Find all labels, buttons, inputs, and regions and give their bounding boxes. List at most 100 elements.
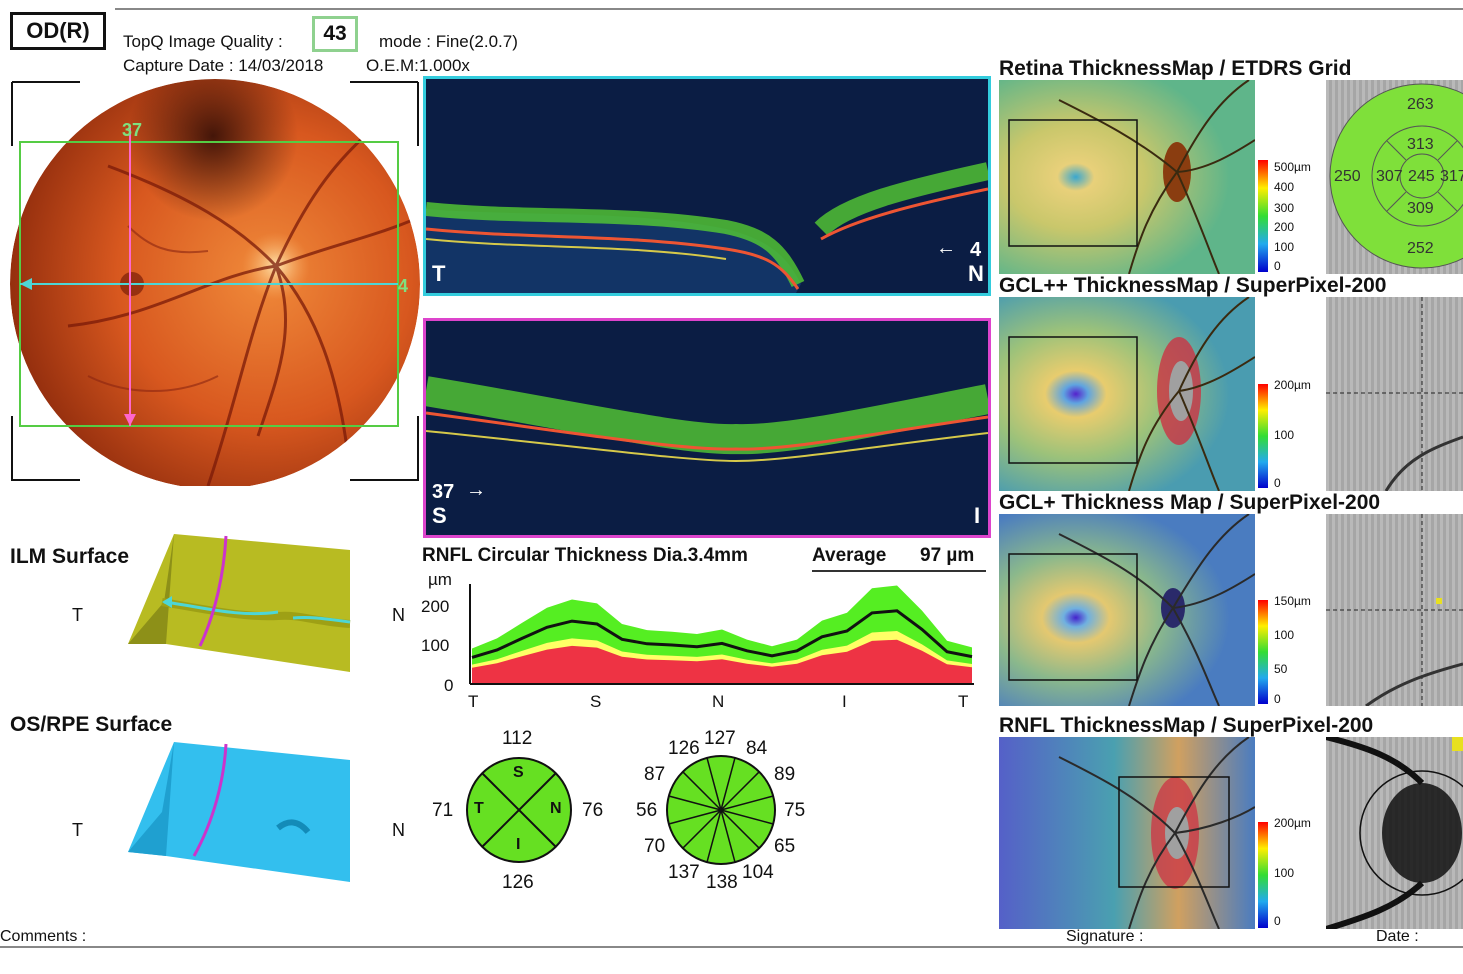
oct-v-arrow: →: [466, 479, 486, 501]
clock-spoke-1: [720, 771, 760, 811]
clock-9: 56: [636, 800, 658, 821]
clock-spoke-3: [720, 809, 774, 825]
horizontal-scan-number: 4: [398, 276, 409, 296]
gclpp-thickness-map[interactable]: [999, 297, 1255, 491]
clock-spoke-7: [682, 809, 722, 849]
rnfl-superpixel: [1326, 737, 1463, 929]
clock-spoke-4: [720, 809, 760, 849]
oct-v-left-num: 37: [432, 481, 455, 503]
clock-5: 104: [742, 862, 774, 883]
eye-badge: OD(R): [10, 12, 106, 50]
rnfl-unit: µm: [428, 570, 452, 589]
clock-3: 75: [784, 800, 806, 821]
rnfl-scale-100: 100: [1274, 866, 1295, 880]
os-rpe-surface-title: OS/RPE Surface: [10, 713, 173, 736]
clock-4: 65: [774, 836, 796, 857]
etdrs-outer-temporal: 250: [1334, 168, 1361, 185]
capture-date: Capture Date : 14/03/2018: [123, 56, 324, 75]
rnfl-scale-0: 0: [1274, 914, 1281, 928]
gclp-scale-100: 100: [1274, 628, 1295, 642]
signature-label: Signature :: [1066, 928, 1144, 945]
clock-spoke-8: [668, 809, 722, 825]
etdrs-inner-nasal: 317: [1440, 168, 1463, 185]
os-rpe-surface-3d[interactable]: [128, 740, 354, 882]
clock-10: 87: [644, 764, 666, 785]
etdrs-outer-superior: 263: [1407, 96, 1434, 113]
clock-spoke-10: [682, 771, 722, 811]
top-rule: [115, 8, 1463, 10]
ilm-left-label: T: [72, 605, 83, 625]
ilm-surface-3d[interactable]: [128, 532, 354, 672]
gclpp-scale-100: 100: [1274, 428, 1295, 442]
rnfl-thickness-map[interactable]: [999, 737, 1255, 929]
gclpp-scale-0: 0: [1274, 476, 1281, 490]
quadrant-i: I: [516, 836, 521, 853]
clock-1: 84: [746, 738, 768, 759]
retina-thickness-map[interactable]: [999, 80, 1255, 274]
clock-spoke-11: [706, 757, 722, 811]
retina-scale-200: 200: [1274, 220, 1295, 234]
retina-map-title: Retina ThicknessMap / ETDRS Grid: [999, 57, 1352, 80]
bottom-rule: [0, 946, 1463, 948]
clock-spoke-2: [720, 795, 774, 811]
gclp-scale-50: 50: [1274, 662, 1288, 676]
oct-h-arrow: ←: [936, 237, 956, 259]
rnfl-scale-bar: [1258, 822, 1268, 928]
quadrant-chart: S T N I: [460, 756, 578, 864]
gclp-scale-150: 150µm: [1274, 594, 1311, 608]
x-tick-i: I: [842, 692, 847, 711]
rnfl-scale-200: 200µm: [1274, 816, 1311, 830]
retina-scale-300: 300: [1274, 201, 1295, 215]
x-tick-s: S: [590, 692, 602, 711]
band-red-abnormal: [472, 639, 972, 683]
oct-v-left-label: S: [432, 503, 447, 528]
quadrant-s: S: [513, 764, 524, 781]
x-tick-n: N: [712, 692, 725, 711]
clock-7: 137: [668, 862, 700, 883]
gclpp-scale-200: 200µm: [1274, 378, 1311, 392]
mode-label: mode : Fine(2.0.7): [379, 32, 518, 51]
comments-label: Comments :: [0, 928, 87, 945]
rnfl-map-title: RNFL ThicknessMap / SuperPixel-200: [999, 714, 1374, 737]
clock-2: 89: [774, 764, 796, 785]
gclp-thickness-map[interactable]: [999, 514, 1255, 706]
clock-12: 127: [704, 728, 736, 749]
date-label: Date :: [1376, 928, 1419, 945]
x-tick-t2: T: [958, 692, 969, 711]
clock-hour-chart: [664, 754, 778, 866]
oct-vertical-scan[interactable]: 37 → S I: [423, 318, 991, 538]
ilm-surface-title: ILM Surface: [10, 545, 130, 568]
clock-8: 70: [644, 836, 666, 857]
clock-spoke-5: [720, 809, 736, 863]
quadrant-n: N: [550, 800, 562, 817]
quality-value: 43: [312, 16, 358, 52]
quadrant-left-value: 71: [432, 800, 454, 821]
oct-h-left-label: T: [432, 261, 446, 286]
retina-scale-400: 400: [1274, 180, 1295, 194]
etdrs-center: 245: [1408, 168, 1435, 185]
fundus-image[interactable]: 37 4: [8, 76, 422, 489]
rnfl-average-value: 97 µm: [920, 545, 975, 566]
gclp-map-title: GCL+ Thickness Map / SuperPixel-200: [999, 491, 1381, 514]
ilm-right-label: N: [392, 605, 405, 625]
gclp-scale-0: 0: [1274, 692, 1281, 706]
rnfl-graph-title: RNFL Circular Thickness Dia.3.4mm: [422, 545, 748, 566]
clock-spoke-6: [706, 809, 722, 863]
gclp-scale-bar: [1258, 600, 1268, 704]
quadrant-top-value: 112: [502, 728, 533, 749]
thickness-line: [471, 609, 973, 659]
gclp-superpixel: [1326, 514, 1463, 706]
gclpp-superpixel: [1326, 297, 1463, 491]
quality-label: TopQ Image Quality :: [123, 32, 283, 51]
os-rpe-left-label: T: [72, 820, 83, 840]
retina-scale-100: 100: [1274, 240, 1295, 254]
etdrs-inner-temporal: 307: [1376, 168, 1403, 185]
gclpp-scale-bar: [1258, 384, 1268, 488]
quadrant-right-value: 76: [582, 800, 604, 821]
etdrs-grid: 263 313 250 307 245 317 309 252: [1326, 80, 1463, 274]
clock-11: 126: [668, 738, 700, 759]
clock-spoke-9: [668, 795, 722, 811]
oct-horizontal-scan[interactable]: T ← 4 N: [423, 76, 991, 296]
gclpp-map-title: GCL++ ThicknessMap / SuperPixel-200: [999, 274, 1387, 297]
oct-h-right-num: 4: [970, 239, 982, 261]
